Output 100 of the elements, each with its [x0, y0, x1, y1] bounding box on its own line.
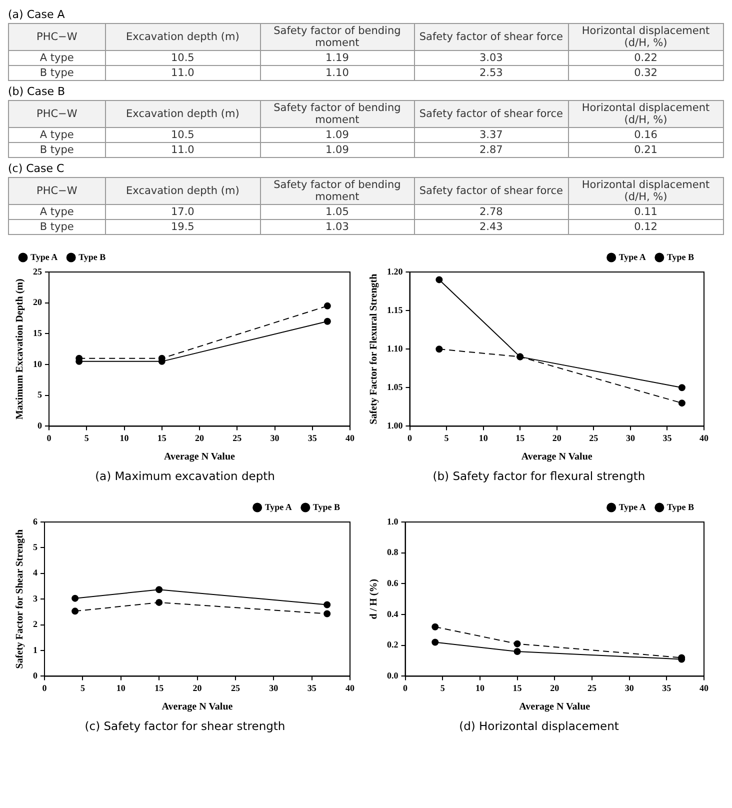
x-tick-label: 10 [120, 432, 130, 443]
y-axis-title: d / H (%) [368, 578, 380, 620]
y-tick-label: 0.2 [387, 640, 399, 650]
x-tick-label: 15 [512, 682, 522, 693]
x-tick-label: 30 [269, 682, 279, 693]
x-tick-label: 10 [478, 432, 488, 443]
category-label: A type [40, 206, 74, 218]
y-tick-label: 1.0 [387, 516, 399, 526]
y-tick-label: 15 [33, 328, 42, 338]
y-tick-label: 10 [33, 358, 42, 369]
x-tick-label: 30 [626, 432, 636, 443]
x-tick-label: 25 [589, 432, 599, 443]
y-tick-label: 1.15 [387, 304, 404, 315]
y-tick-label: 1.05 [387, 382, 404, 392]
x-axis-title: Average N Value [164, 452, 236, 463]
y-tick-label: 4 [33, 568, 38, 578]
x-tick-label: 25 [587, 682, 597, 693]
y-tick-label: 5 [33, 542, 38, 552]
x-axis-title: Average N Value [519, 702, 591, 713]
y-tick-label: 0.4 [387, 608, 399, 619]
y-tick-label: 2 [33, 619, 38, 630]
x-tick-label: 40 [346, 682, 355, 693]
y-axis-title: Safety Factor for Shear Strength [14, 529, 26, 669]
text: 1.09 [326, 144, 349, 156]
x-tick-label: 0 [408, 432, 412, 443]
text: 2.43 [479, 221, 503, 233]
y-tick-label: 3 [33, 593, 38, 604]
y-tick-label: 0.0 [387, 670, 399, 681]
text: 10.5 [170, 129, 194, 141]
y-tick-label: 1.00 [387, 420, 404, 431]
x-tick-label: 40 [346, 432, 355, 443]
category-label: Safety factor of shear force [414, 178, 568, 204]
text: 0.22 [634, 52, 658, 64]
category-label: Safety factor of bending moment [260, 24, 414, 50]
text: 0.21 [634, 144, 658, 156]
x-tick-label: 10 [475, 682, 485, 693]
x-tick-label: 25 [230, 682, 240, 693]
x-tick-label: 40 [700, 432, 709, 443]
text: 11.0 [170, 144, 194, 156]
category-label: A type [40, 52, 74, 64]
text: 1.19 [326, 52, 349, 64]
x-tick-label: 40 [700, 682, 709, 693]
text: 0.12 [634, 221, 658, 233]
y-tick-label: 5 [38, 390, 42, 400]
y-tick-label: 0 [33, 670, 38, 681]
x-tick-label: 10 [116, 682, 126, 693]
x-tick-label: 15 [154, 682, 164, 693]
x-tick-label: 15 [157, 432, 167, 443]
x-tick-label: 0 [46, 432, 52, 443]
text: PHC−W [8, 178, 106, 204]
legend-label: Type B [78, 252, 106, 262]
text: 11.0 [170, 67, 194, 79]
y-tick-label: 1.20 [387, 266, 404, 276]
x-tick-label: 35 [307, 682, 317, 693]
y-tick-label: 25 [33, 266, 42, 276]
text: 1.10 [326, 67, 349, 79]
legend-label: Type B [312, 502, 340, 512]
x-axis-title: Average N Value [162, 702, 234, 713]
category-label: Safety factor of bending moment [260, 178, 414, 204]
category-label: B type [40, 67, 74, 79]
y-tick-label: 0 [38, 420, 42, 431]
text: (b) Safety factor for flexural strength [432, 469, 646, 483]
x-tick-label: 20 [192, 682, 202, 693]
text: PHC−W [8, 24, 106, 50]
category-label: Horizontal displacement (d/H, %) [568, 24, 724, 50]
category-label: Safety factor of shear force [414, 24, 568, 50]
x-tick-label: 5 [84, 432, 90, 443]
text: 0.16 [634, 129, 658, 141]
text: 10.5 [170, 52, 194, 64]
text: 2.87 [479, 144, 503, 156]
text: (c) Case C [8, 162, 66, 175]
category-label: Safety factor of shear force [414, 100, 568, 128]
text: 0.11 [634, 206, 658, 218]
y-tick-label: 0.8 [387, 547, 399, 558]
category-label: Horizontal displacement (d/H, %) [568, 100, 724, 128]
x-tick-label: 20 [195, 432, 204, 443]
text: 1.03 [326, 221, 349, 233]
text: PHC−W [8, 100, 106, 128]
text: 0.32 [634, 67, 658, 79]
text: 19.5 [170, 221, 194, 233]
x-tick-label: 5 [80, 682, 86, 693]
x-tick-label: 35 [308, 432, 318, 443]
y-tick-label: 6 [33, 516, 38, 526]
x-tick-label: 5 [440, 682, 446, 693]
legend-label: Type A [618, 502, 646, 512]
y-tick-label: 0.6 [387, 578, 399, 588]
y-tick-label: 20 [33, 297, 42, 308]
text: (d) Horizontal displacement [458, 719, 620, 733]
x-axis-title: Average N Value [521, 452, 593, 463]
legend-label: Type B [666, 252, 694, 262]
y-tick-label: 1.10 [387, 343, 404, 354]
category-label: Safety factor of bending moment [260, 100, 414, 128]
x-tick-label: 20 [552, 432, 562, 443]
x-tick-label: 30 [624, 682, 634, 693]
legend-label: Type B [666, 502, 694, 512]
text: 3.37 [479, 129, 503, 141]
text: (c) Safety factor for shear strength [84, 719, 286, 733]
category-label: B type [40, 221, 74, 233]
x-tick-label: 5 [444, 432, 450, 443]
category-label: A type [40, 129, 74, 141]
